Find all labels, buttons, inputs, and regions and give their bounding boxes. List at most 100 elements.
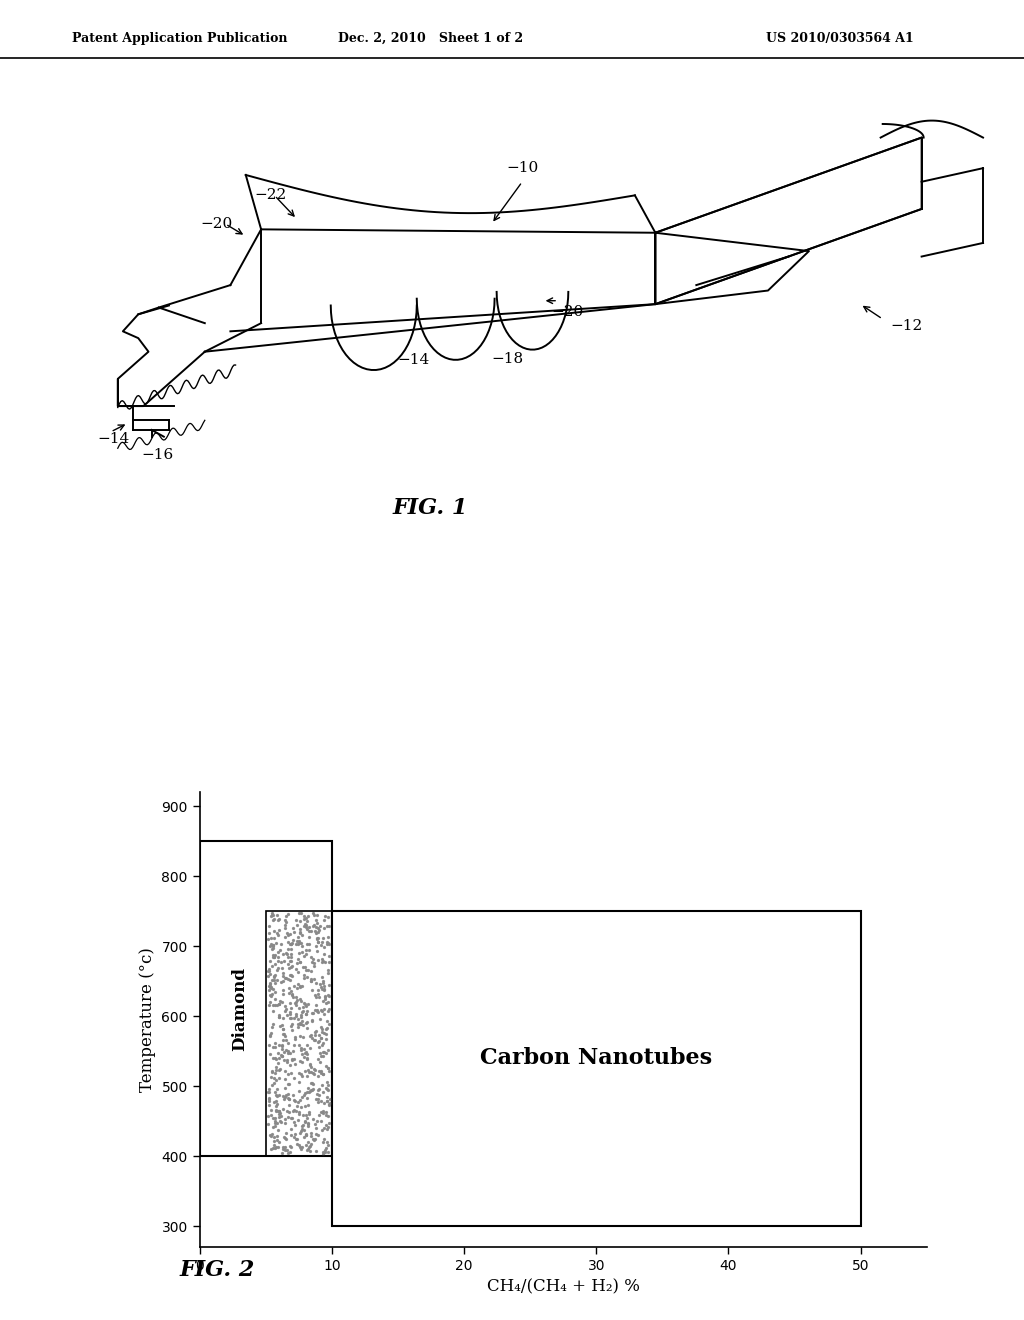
Point xyxy=(291,903,307,924)
Point xyxy=(287,1090,303,1111)
Point xyxy=(306,1113,323,1134)
Point xyxy=(294,941,310,962)
Point xyxy=(313,975,330,997)
Point xyxy=(270,1106,287,1127)
Point xyxy=(261,960,278,981)
Point xyxy=(268,960,285,981)
Point xyxy=(266,1092,283,1113)
Point xyxy=(306,1130,323,1151)
Point xyxy=(299,1035,315,1056)
Point xyxy=(271,1007,288,1028)
Point xyxy=(319,927,336,948)
Point xyxy=(261,1026,278,1047)
Point xyxy=(322,1093,338,1114)
Point xyxy=(318,1028,335,1049)
Point xyxy=(318,1072,335,1093)
Point xyxy=(308,912,325,933)
Point xyxy=(274,1085,291,1106)
Point xyxy=(275,1023,292,1044)
Point xyxy=(297,1110,313,1131)
Point xyxy=(283,1007,299,1028)
Point xyxy=(297,1105,313,1126)
Point xyxy=(293,1039,309,1060)
Point xyxy=(313,1060,330,1081)
Point xyxy=(287,1027,303,1048)
Point xyxy=(308,936,325,957)
Point xyxy=(267,965,284,986)
Point xyxy=(284,985,300,1006)
Point xyxy=(319,932,336,953)
Point xyxy=(263,1100,280,1121)
Point xyxy=(298,913,314,935)
Point xyxy=(305,949,322,970)
Point xyxy=(282,964,298,985)
Point xyxy=(270,1104,287,1125)
Point xyxy=(276,1069,293,1090)
Point xyxy=(278,1085,294,1106)
Point xyxy=(283,933,299,954)
Point xyxy=(319,1057,336,1078)
Text: US 2010/0303564 A1: US 2010/0303564 A1 xyxy=(766,32,913,45)
Text: FIG. 2: FIG. 2 xyxy=(179,1259,255,1280)
Point xyxy=(295,1104,311,1125)
Point xyxy=(318,932,335,953)
Point xyxy=(274,1019,291,1040)
Point xyxy=(292,1014,308,1035)
Point xyxy=(264,939,281,960)
Point xyxy=(288,987,304,1008)
Point xyxy=(321,962,337,983)
Point xyxy=(321,985,337,1006)
Point xyxy=(313,948,330,969)
Point xyxy=(298,995,314,1016)
Point xyxy=(276,1113,293,1134)
Point xyxy=(289,915,305,936)
Point xyxy=(272,1110,289,1131)
Point xyxy=(295,957,311,978)
Point xyxy=(312,1063,329,1084)
Point xyxy=(280,932,296,953)
Point xyxy=(310,1078,327,1100)
Point xyxy=(292,1137,308,1158)
Point xyxy=(269,1078,286,1100)
Point xyxy=(309,999,326,1020)
Point xyxy=(300,916,316,937)
Point xyxy=(283,933,299,954)
Point xyxy=(307,921,324,942)
Point xyxy=(315,942,332,964)
Point xyxy=(307,909,324,931)
Point xyxy=(283,1125,299,1146)
Point xyxy=(313,952,330,973)
Y-axis label: Temperature (°c): Temperature (°c) xyxy=(139,948,156,1092)
Point xyxy=(319,960,336,981)
Point xyxy=(283,1137,299,1158)
Point xyxy=(278,995,294,1016)
Point xyxy=(279,1139,295,1160)
Point xyxy=(313,1028,330,1049)
Point xyxy=(322,1014,338,1035)
Point xyxy=(266,908,283,929)
Point xyxy=(310,1080,327,1101)
Point xyxy=(282,933,298,954)
Text: −10: −10 xyxy=(506,161,539,176)
Point xyxy=(291,932,307,953)
Point xyxy=(268,1069,285,1090)
Point xyxy=(315,1081,332,1102)
Point xyxy=(310,986,327,1007)
Point xyxy=(297,1123,313,1144)
Point xyxy=(313,1045,330,1067)
Point xyxy=(275,950,292,972)
Point xyxy=(308,916,325,937)
Point xyxy=(272,933,289,954)
Point xyxy=(303,1072,319,1093)
Point xyxy=(284,1012,300,1034)
Point xyxy=(267,944,284,965)
Point xyxy=(303,961,319,982)
Point xyxy=(312,1016,329,1038)
Point xyxy=(285,917,301,939)
Point xyxy=(318,1010,335,1031)
Point xyxy=(293,1138,309,1159)
Point xyxy=(291,1135,307,1156)
Point xyxy=(289,1134,305,1155)
Point xyxy=(306,920,323,941)
Point xyxy=(271,919,288,940)
